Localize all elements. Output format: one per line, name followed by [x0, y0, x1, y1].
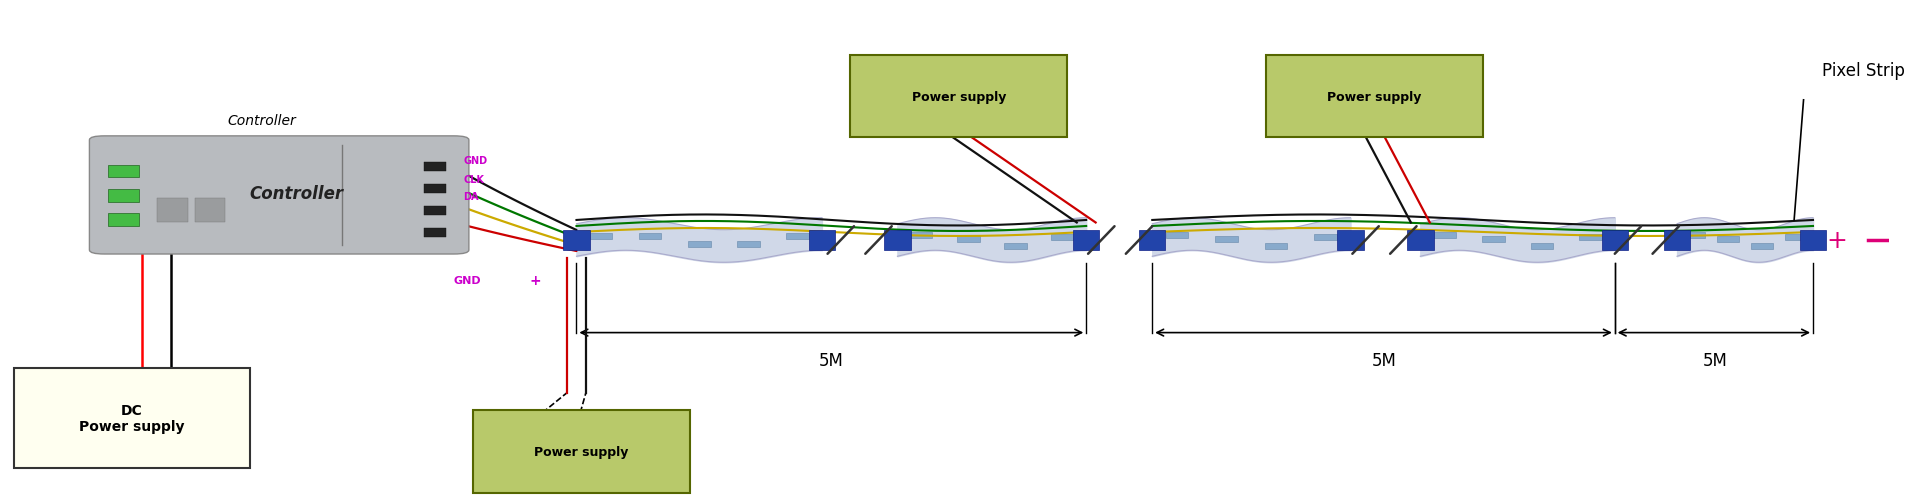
Text: DC
Power supply: DC Power supply [79, 403, 184, 433]
FancyBboxPatch shape [1315, 234, 1336, 240]
FancyBboxPatch shape [108, 190, 138, 202]
FancyBboxPatch shape [1215, 236, 1238, 242]
FancyBboxPatch shape [1799, 230, 1826, 250]
Text: Power supply: Power supply [1327, 90, 1421, 103]
Text: Controller: Controller [227, 114, 296, 128]
FancyBboxPatch shape [1336, 230, 1363, 250]
Text: GND: GND [463, 156, 488, 165]
FancyBboxPatch shape [1530, 243, 1553, 249]
FancyBboxPatch shape [1482, 236, 1505, 242]
FancyBboxPatch shape [1052, 234, 1073, 240]
Text: DA: DA [463, 192, 478, 202]
FancyBboxPatch shape [1004, 243, 1027, 249]
FancyBboxPatch shape [424, 184, 445, 193]
FancyBboxPatch shape [1716, 236, 1740, 242]
FancyBboxPatch shape [1139, 230, 1165, 250]
FancyBboxPatch shape [1682, 232, 1705, 238]
FancyBboxPatch shape [1073, 230, 1100, 250]
FancyBboxPatch shape [885, 230, 910, 250]
FancyBboxPatch shape [910, 232, 933, 238]
Text: 5M: 5M [1373, 351, 1398, 369]
FancyBboxPatch shape [1265, 56, 1482, 138]
FancyBboxPatch shape [424, 206, 445, 215]
FancyBboxPatch shape [851, 56, 1068, 138]
FancyBboxPatch shape [737, 242, 760, 248]
FancyBboxPatch shape [1165, 232, 1188, 238]
FancyBboxPatch shape [1434, 232, 1455, 238]
FancyBboxPatch shape [196, 199, 225, 223]
FancyBboxPatch shape [13, 368, 250, 468]
Text: GND: GND [453, 276, 482, 286]
FancyBboxPatch shape [1407, 230, 1434, 250]
Text: CLK: CLK [463, 174, 484, 184]
Text: +: + [530, 274, 541, 288]
FancyBboxPatch shape [157, 199, 188, 223]
Text: +: + [1826, 228, 1847, 253]
FancyBboxPatch shape [1751, 243, 1774, 249]
FancyBboxPatch shape [785, 233, 808, 239]
FancyBboxPatch shape [90, 137, 468, 255]
FancyBboxPatch shape [472, 410, 689, 493]
FancyBboxPatch shape [808, 230, 835, 250]
Text: Controller: Controller [250, 184, 344, 202]
Text: 5M: 5M [1703, 351, 1728, 369]
FancyBboxPatch shape [108, 214, 138, 226]
FancyBboxPatch shape [639, 233, 660, 239]
FancyBboxPatch shape [1578, 234, 1601, 240]
Text: Power supply: Power supply [534, 445, 628, 458]
FancyBboxPatch shape [1601, 230, 1628, 250]
Text: Power supply: Power supply [912, 90, 1006, 103]
FancyBboxPatch shape [424, 162, 445, 171]
FancyBboxPatch shape [1665, 230, 1690, 250]
FancyBboxPatch shape [589, 233, 612, 239]
FancyBboxPatch shape [424, 228, 445, 237]
Text: 5M: 5M [820, 351, 843, 369]
FancyBboxPatch shape [1786, 234, 1807, 240]
FancyBboxPatch shape [1265, 243, 1288, 249]
Text: Pixel Strip: Pixel Strip [1822, 62, 1905, 80]
FancyBboxPatch shape [687, 242, 710, 248]
FancyBboxPatch shape [108, 165, 138, 178]
FancyBboxPatch shape [956, 236, 979, 242]
FancyBboxPatch shape [563, 230, 589, 250]
